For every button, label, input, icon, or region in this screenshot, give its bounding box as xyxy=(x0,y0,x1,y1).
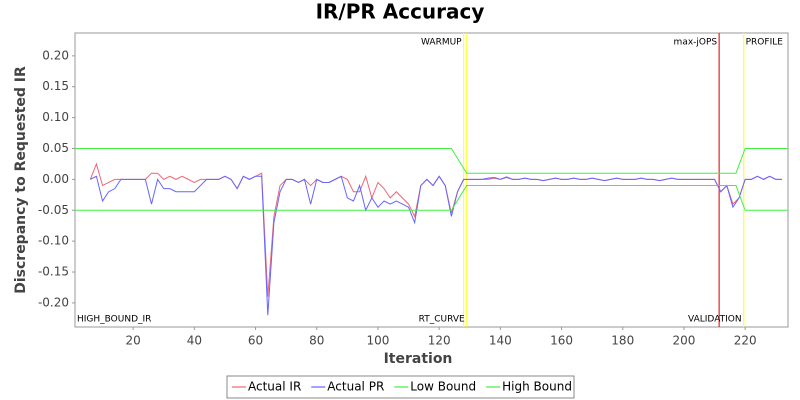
x-tick-label: 80 xyxy=(309,334,324,348)
y-tick-label: 0.00 xyxy=(42,172,69,186)
marker-label: VALIDATION xyxy=(688,315,742,325)
x-axis-label: Iteration xyxy=(384,351,453,367)
x-tick-label: 200 xyxy=(673,334,696,348)
legend-label: Low Bound xyxy=(410,380,476,394)
x-tick-label: 20 xyxy=(126,334,141,348)
marker-label: WARMUP xyxy=(421,38,462,48)
x-tick-label: 120 xyxy=(428,334,451,348)
series-line xyxy=(90,175,782,316)
y-tick-label: 0.20 xyxy=(42,48,69,62)
series-line xyxy=(75,185,788,211)
x-tick-label: 180 xyxy=(611,334,634,348)
x-tick-label: 220 xyxy=(734,334,757,348)
y-tick-label: -0.15 xyxy=(38,265,69,279)
y-tick-label: 0.05 xyxy=(42,141,69,155)
y-tick-label: -0.20 xyxy=(38,295,69,309)
marker-label: RT_CURVE xyxy=(419,315,465,325)
x-tick-label: 160 xyxy=(550,334,573,348)
legend-label: Actual IR xyxy=(248,380,301,394)
x-tick-label: 140 xyxy=(489,334,512,348)
x-tick-label: 100 xyxy=(366,334,389,348)
legend-label: High Bound xyxy=(502,380,572,394)
marker-label: HIGH_BOUND_IR xyxy=(77,315,151,325)
y-tick-label: -0.05 xyxy=(38,203,69,217)
y-tick-label: -0.10 xyxy=(38,234,69,248)
y-tick-label: 0.15 xyxy=(42,79,69,93)
series-line xyxy=(75,148,788,174)
x-tick-label: 40 xyxy=(187,334,202,348)
x-tick-label: 60 xyxy=(248,334,263,348)
y-axis-label: Discrepancy to Requested IR xyxy=(13,66,29,294)
marker-label: max-jOPS xyxy=(674,38,718,48)
chart-title: IR/PR Accuracy xyxy=(316,0,485,24)
plot-area xyxy=(74,32,789,328)
legend-label: Actual PR xyxy=(327,380,384,394)
y-tick-label: 0.10 xyxy=(42,110,69,124)
marker-label: PROFILE xyxy=(746,38,784,48)
